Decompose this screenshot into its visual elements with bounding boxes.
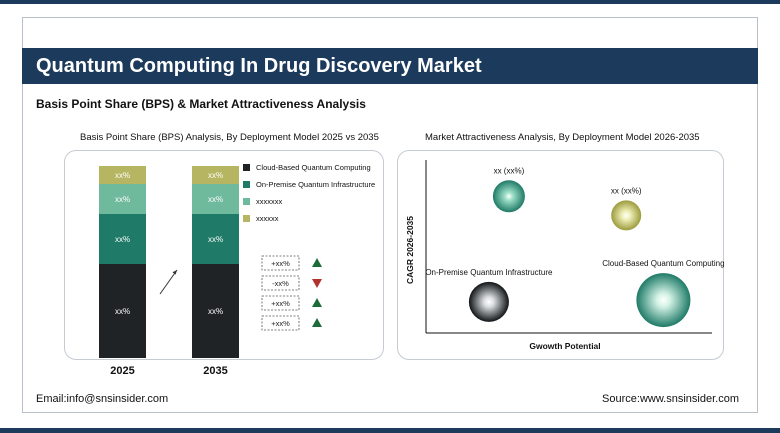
up-arrow-icon bbox=[312, 318, 322, 327]
bps-change-label: +xx% bbox=[271, 259, 290, 268]
bar-segment bbox=[192, 264, 239, 358]
legend-swatch bbox=[243, 181, 250, 188]
bar-segment-label: xx% bbox=[115, 235, 130, 244]
up-arrow-icon bbox=[312, 258, 322, 267]
bubble bbox=[636, 273, 691, 328]
x-axis-title: Gwowth Potential bbox=[529, 341, 600, 351]
bps-change-box bbox=[261, 295, 300, 311]
bps-change-label: +xx% bbox=[271, 319, 290, 328]
bubble-label: Cloud-Based Quantum Computing bbox=[602, 259, 724, 268]
bar-segment bbox=[192, 166, 239, 184]
page-title: Quantum Computing In Drug Discovery Mark… bbox=[36, 55, 482, 77]
bar-segment bbox=[192, 184, 239, 214]
legend-swatch bbox=[243, 164, 250, 171]
bps-change-box bbox=[261, 255, 300, 271]
x-tick-label: 2025 bbox=[110, 365, 134, 377]
bar-segment bbox=[99, 264, 146, 358]
page-subtitle: Basis Point Share (BPS) & Market Attract… bbox=[36, 97, 366, 111]
top-accent-bar bbox=[0, 0, 780, 4]
bubble-label: On-Premise Quantum Infrastructure bbox=[425, 268, 553, 277]
bar-segment-label: xx% bbox=[208, 195, 223, 204]
bottom-accent-bar bbox=[0, 428, 780, 433]
trend-arrow-line bbox=[159, 269, 178, 295]
bubble bbox=[492, 180, 525, 213]
bar-segment-label: xx% bbox=[115, 171, 130, 180]
bar-segment-label: xx% bbox=[208, 307, 223, 316]
bubble bbox=[611, 200, 642, 231]
bar-segment-label: xx% bbox=[208, 235, 223, 244]
y-axis-title: CAGR 2026-2035 bbox=[405, 216, 415, 284]
down-arrow-icon bbox=[312, 279, 322, 288]
attractiveness-chart-title: Market Attractiveness Analysis, By Deplo… bbox=[425, 132, 700, 143]
bps-change-box bbox=[261, 315, 300, 331]
up-arrow-icon bbox=[312, 298, 322, 307]
bps-chart-title: Basis Point Share (BPS) Analysis, By Dep… bbox=[80, 132, 379, 143]
bubble bbox=[468, 281, 509, 322]
title-band bbox=[22, 48, 758, 84]
footer-email: Email:info@snsinsider.com bbox=[36, 393, 169, 405]
legend-label: xxxxxxx bbox=[256, 197, 283, 206]
bubble-label: xx (xx%) bbox=[494, 166, 525, 175]
bar-segment bbox=[99, 214, 146, 264]
bar-segment bbox=[99, 166, 146, 184]
trend-arrow-head bbox=[172, 270, 177, 275]
legend-swatch bbox=[243, 198, 250, 205]
bps-change-box bbox=[261, 275, 300, 291]
bar-segment bbox=[192, 214, 239, 264]
bps-change-label: +xx% bbox=[271, 299, 290, 308]
legend-label: Cloud-Based Quantum Computing bbox=[256, 163, 371, 172]
legend-label: On-Premise Quantum Infrastructure bbox=[256, 180, 375, 189]
x-tick-label: 2035 bbox=[203, 365, 227, 377]
bar-segment bbox=[99, 184, 146, 214]
legend-label: xxxxxx bbox=[256, 214, 279, 223]
bps-change-label: -xx% bbox=[272, 279, 289, 288]
footer-source: Source:www.snsinsider.com bbox=[602, 393, 739, 405]
bubble-label: xx (xx%) bbox=[611, 186, 642, 195]
bar-segment-label: xx% bbox=[115, 307, 130, 316]
bar-segment-label: xx% bbox=[208, 171, 223, 180]
bar-segment-label: xx% bbox=[115, 195, 130, 204]
legend-swatch bbox=[243, 215, 250, 222]
